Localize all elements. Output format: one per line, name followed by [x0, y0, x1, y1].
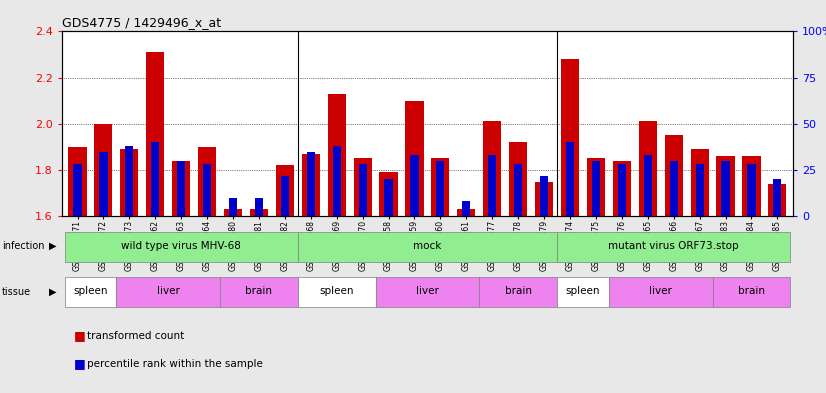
- Bar: [483, 121, 501, 216]
- Text: spleen: spleen: [566, 286, 601, 296]
- Bar: [116, 277, 220, 307]
- Bar: [177, 161, 185, 216]
- Text: infection: infection: [2, 241, 44, 251]
- Bar: [146, 52, 164, 216]
- Bar: [713, 277, 790, 307]
- Bar: [695, 164, 704, 216]
- Bar: [354, 158, 372, 216]
- Bar: [540, 176, 548, 216]
- Bar: [458, 209, 476, 216]
- Bar: [488, 155, 496, 216]
- Text: ■: ■: [74, 357, 86, 370]
- Bar: [463, 201, 471, 216]
- Bar: [94, 124, 112, 216]
- Bar: [431, 158, 449, 216]
- Bar: [566, 142, 574, 216]
- Bar: [301, 154, 320, 216]
- Bar: [479, 277, 557, 307]
- Bar: [592, 161, 600, 216]
- Text: mock: mock: [413, 241, 442, 251]
- Bar: [306, 151, 315, 216]
- Bar: [436, 161, 444, 216]
- Text: ▶: ▶: [49, 286, 56, 297]
- Bar: [768, 184, 786, 216]
- Bar: [121, 149, 139, 216]
- Text: ▶: ▶: [49, 241, 56, 251]
- Bar: [643, 155, 652, 216]
- Text: mutant virus ORF73.stop: mutant virus ORF73.stop: [609, 241, 739, 251]
- Bar: [773, 179, 781, 216]
- Text: wild type virus MHV-68: wild type virus MHV-68: [121, 241, 241, 251]
- Bar: [406, 101, 424, 216]
- Bar: [255, 198, 263, 216]
- Text: tissue: tissue: [2, 286, 31, 297]
- Bar: [587, 158, 605, 216]
- Bar: [198, 147, 216, 216]
- Bar: [557, 231, 790, 262]
- Bar: [743, 156, 761, 216]
- Bar: [358, 164, 367, 216]
- Bar: [561, 59, 579, 216]
- Bar: [69, 147, 87, 216]
- Bar: [411, 155, 419, 216]
- Bar: [613, 161, 631, 216]
- Bar: [379, 172, 397, 216]
- Bar: [151, 142, 159, 216]
- Text: GDS4775 / 1429496_x_at: GDS4775 / 1429496_x_at: [62, 16, 221, 29]
- Bar: [376, 277, 479, 307]
- Bar: [64, 277, 116, 307]
- Bar: [535, 182, 553, 216]
- Bar: [220, 277, 298, 307]
- Text: brain: brain: [245, 286, 273, 296]
- Bar: [281, 176, 289, 216]
- Bar: [229, 198, 237, 216]
- Bar: [716, 156, 734, 216]
- Bar: [557, 277, 609, 307]
- Bar: [224, 209, 242, 216]
- Bar: [172, 161, 190, 216]
- Bar: [748, 164, 756, 216]
- Text: liver: liver: [649, 286, 672, 296]
- Bar: [670, 161, 678, 216]
- Bar: [618, 164, 626, 216]
- Text: percentile rank within the sample: percentile rank within the sample: [87, 358, 263, 369]
- Bar: [74, 164, 82, 216]
- Text: spleen: spleen: [320, 286, 354, 296]
- Bar: [99, 151, 107, 216]
- Bar: [203, 164, 211, 216]
- Text: brain: brain: [738, 286, 765, 296]
- Bar: [638, 121, 657, 216]
- Bar: [721, 161, 729, 216]
- Bar: [609, 277, 713, 307]
- Text: spleen: spleen: [74, 286, 107, 296]
- Bar: [665, 135, 683, 216]
- Text: liver: liver: [157, 286, 180, 296]
- Bar: [333, 146, 341, 216]
- Bar: [509, 142, 527, 216]
- Text: liver: liver: [416, 286, 439, 296]
- Bar: [64, 231, 298, 262]
- Bar: [691, 149, 709, 216]
- Bar: [384, 179, 392, 216]
- Bar: [328, 94, 346, 216]
- Bar: [298, 277, 376, 307]
- Bar: [250, 209, 268, 216]
- Text: transformed count: transformed count: [87, 331, 184, 341]
- Bar: [514, 164, 522, 216]
- Bar: [298, 231, 557, 262]
- Text: brain: brain: [505, 286, 532, 296]
- Bar: [276, 165, 294, 216]
- Text: ■: ■: [74, 329, 86, 343]
- Bar: [126, 146, 134, 216]
